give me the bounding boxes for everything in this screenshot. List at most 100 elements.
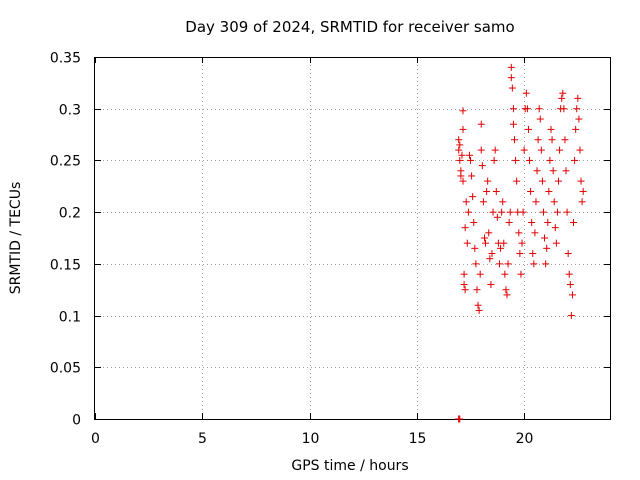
data-point [556, 146, 564, 154]
y-tick-label: 0.2 [59, 206, 81, 222]
data-point [493, 213, 501, 221]
data-point [528, 218, 536, 226]
data-point [485, 229, 493, 237]
data-point [490, 156, 498, 164]
data-point [568, 291, 576, 299]
data-point [456, 156, 464, 164]
data-points [455, 63, 587, 423]
data-point [578, 198, 586, 206]
data-point [509, 105, 517, 113]
data-point [478, 162, 486, 170]
data-point [474, 301, 482, 309]
axis-ticks: 0 5 10 15 20 0 0.05 0.1 0.15 0.2 0.25 0.3 0.35 [50, 51, 610, 447]
data-point [499, 198, 507, 206]
data-point [544, 218, 552, 226]
data-point [457, 172, 465, 180]
y-axis-label: SRMTID / TECUs [8, 182, 24, 295]
data-point [461, 224, 469, 232]
data-point [506, 208, 514, 216]
data-point [503, 291, 511, 299]
data-point [484, 177, 492, 185]
data-point [512, 156, 520, 164]
x-tick-label: 10 [302, 431, 320, 447]
data-point [486, 255, 494, 263]
data-point [536, 115, 544, 123]
data-point [524, 125, 532, 133]
data-point [502, 286, 510, 294]
y-tick-label: 0.35 [50, 51, 81, 67]
data-point [558, 94, 566, 102]
data-point [573, 105, 581, 113]
data-point [497, 244, 505, 252]
data-point [516, 250, 524, 258]
data-point [538, 177, 546, 185]
data-point [561, 136, 569, 144]
chart-title: Day 309 of 2024, SRMTID for receiver sam… [185, 18, 514, 36]
data-point [507, 74, 515, 82]
data-point [565, 270, 573, 278]
data-point [545, 187, 553, 195]
data-point [471, 244, 479, 252]
y-tick-label: 0.15 [50, 258, 81, 274]
data-point [463, 239, 471, 247]
data-point [465, 151, 473, 159]
data-point [532, 198, 540, 206]
data-point [577, 177, 585, 185]
data-point [473, 286, 481, 294]
data-point [548, 136, 556, 144]
data-point [479, 198, 487, 206]
data-point [475, 306, 483, 314]
data-point [572, 125, 580, 133]
data-point [472, 260, 480, 268]
data-point [563, 208, 571, 216]
data-point [559, 89, 567, 97]
x-tick-label: 15 [409, 431, 427, 447]
data-point [564, 250, 572, 258]
data-point [570, 218, 578, 226]
data-point [456, 141, 464, 149]
data-point [515, 229, 523, 237]
data-point [459, 107, 467, 115]
x-tick-label: 5 [198, 431, 207, 447]
data-point [455, 136, 463, 144]
data-point [513, 177, 521, 185]
data-point [459, 125, 467, 133]
data-point [553, 208, 561, 216]
data-point [511, 136, 519, 144]
data-point [476, 270, 484, 278]
data-point [541, 234, 549, 242]
data-point [576, 146, 584, 154]
data-point [491, 146, 499, 154]
data-point [498, 208, 506, 216]
data-point [508, 84, 516, 92]
data-point [530, 260, 538, 268]
data-point [546, 156, 554, 164]
y-tick-label: 0.3 [59, 103, 81, 119]
y-tick-label: 0.25 [50, 154, 81, 170]
data-point [488, 250, 496, 258]
data-point [567, 312, 575, 320]
y-tick-label: 0.05 [50, 361, 81, 377]
data-point [483, 187, 491, 195]
data-point [455, 146, 463, 154]
data-point [535, 105, 543, 113]
data-point [526, 156, 534, 164]
data-point [574, 94, 582, 102]
data-point [533, 167, 541, 175]
data-point [507, 63, 515, 71]
data-point [456, 415, 464, 423]
data-point [549, 167, 557, 175]
data-point [504, 260, 512, 268]
data-point [470, 218, 478, 226]
data-point [539, 208, 547, 216]
data-point [531, 229, 539, 237]
data-point [460, 281, 468, 289]
data-point [518, 239, 526, 247]
data-point [477, 120, 485, 128]
data-point [519, 208, 527, 216]
data-point [523, 105, 531, 113]
data-point [579, 187, 587, 195]
data-point [520, 146, 528, 154]
y-tick-label: 0 [72, 413, 81, 429]
data-point [534, 136, 542, 144]
